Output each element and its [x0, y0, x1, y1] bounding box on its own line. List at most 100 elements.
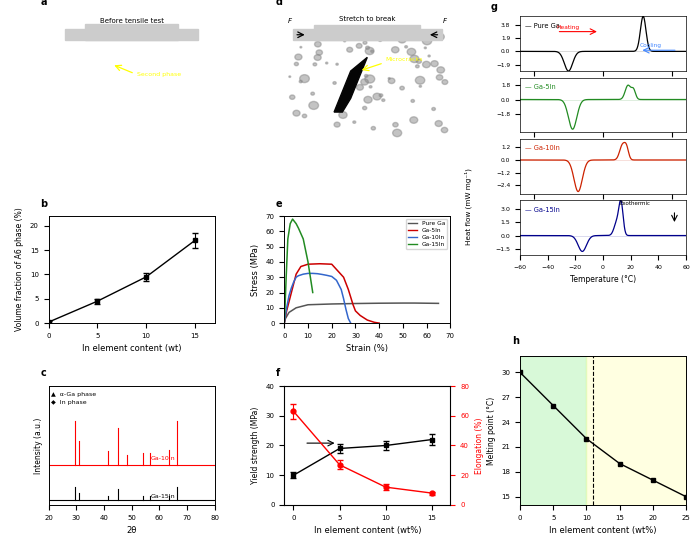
- Circle shape: [71, 104, 78, 110]
- Circle shape: [334, 122, 340, 127]
- Ga-10In: [295, 273, 303, 279]
- Circle shape: [168, 37, 182, 48]
- Ga-5In: [370, 319, 378, 326]
- Circle shape: [85, 125, 91, 130]
- Circle shape: [161, 97, 167, 103]
- Circle shape: [188, 68, 200, 78]
- Circle shape: [388, 78, 390, 79]
- Circle shape: [151, 81, 155, 84]
- Circle shape: [333, 81, 336, 84]
- Circle shape: [182, 112, 187, 116]
- Circle shape: [362, 106, 367, 110]
- Text: — Pure Ga: — Pure Ga: [525, 23, 560, 29]
- Circle shape: [435, 121, 442, 127]
- Circle shape: [64, 97, 70, 102]
- Circle shape: [163, 95, 173, 103]
- Ga-10In: [287, 285, 295, 291]
- Circle shape: [118, 119, 126, 127]
- Pure Ga: [398, 300, 407, 306]
- Circle shape: [311, 92, 315, 95]
- Circle shape: [98, 58, 109, 66]
- Circle shape: [157, 127, 172, 140]
- Circle shape: [85, 63, 90, 67]
- Circle shape: [356, 85, 363, 90]
- Ga-5In: [283, 308, 291, 314]
- Text: Ga-10In: Ga-10In: [151, 456, 175, 461]
- Pure Ga: [375, 300, 383, 306]
- Circle shape: [153, 101, 162, 109]
- Circle shape: [107, 103, 120, 114]
- Circle shape: [103, 118, 116, 129]
- Circle shape: [132, 75, 135, 78]
- Circle shape: [430, 39, 432, 40]
- Circle shape: [96, 98, 107, 108]
- X-axis label: Strain (%): Strain (%): [346, 344, 388, 353]
- Text: Cooling: Cooling: [640, 43, 662, 48]
- Text: a: a: [40, 0, 46, 8]
- Circle shape: [364, 96, 372, 103]
- X-axis label: Temperature (°C): Temperature (°C): [570, 275, 636, 284]
- Ga-10In: [285, 292, 293, 299]
- Circle shape: [65, 60, 77, 70]
- Circle shape: [295, 54, 302, 60]
- Circle shape: [393, 129, 402, 137]
- Circle shape: [122, 56, 127, 60]
- Text: c: c: [40, 369, 46, 378]
- Circle shape: [56, 46, 66, 54]
- Circle shape: [442, 80, 448, 84]
- Bar: [292, 29, 442, 40]
- Text: 20 μm: 20 μm: [299, 142, 317, 147]
- Circle shape: [379, 94, 383, 97]
- Circle shape: [146, 45, 159, 55]
- Circle shape: [112, 41, 116, 45]
- Pure Ga: [280, 320, 288, 326]
- Text: e: e: [276, 199, 283, 210]
- Circle shape: [98, 80, 109, 89]
- Bar: [586, 356, 686, 505]
- Circle shape: [89, 84, 95, 89]
- Circle shape: [428, 55, 430, 57]
- Line: Ga-15In: Ga-15In: [284, 219, 313, 323]
- Circle shape: [80, 128, 87, 134]
- Circle shape: [47, 50, 58, 60]
- Ga-5In: [351, 308, 360, 314]
- Circle shape: [149, 113, 160, 123]
- Circle shape: [423, 61, 430, 68]
- Ga-5In: [344, 286, 353, 293]
- Pure Ga: [304, 301, 312, 308]
- Circle shape: [177, 45, 184, 50]
- Text: F: F: [443, 18, 446, 24]
- Ga-5In: [281, 314, 290, 320]
- Line: Pure Ga: Pure Ga: [284, 303, 439, 323]
- Circle shape: [100, 58, 114, 70]
- Circle shape: [431, 61, 438, 67]
- Circle shape: [437, 75, 443, 80]
- Pure Ga: [285, 309, 293, 315]
- Ga-15In: [304, 258, 312, 265]
- Ga-15In: [288, 216, 297, 222]
- Circle shape: [369, 86, 372, 88]
- Bar: [65, 29, 198, 40]
- Ga-5In: [280, 320, 288, 326]
- Pure Ga: [423, 300, 431, 306]
- Circle shape: [353, 121, 356, 123]
- Circle shape: [95, 121, 106, 130]
- Text: — Ga-5In: — Ga-5In: [525, 84, 556, 90]
- Circle shape: [134, 92, 137, 94]
- Circle shape: [365, 75, 375, 83]
- Text: ▲  α-Ga phase: ▲ α-Ga phase: [51, 392, 96, 397]
- Circle shape: [299, 80, 302, 83]
- Circle shape: [155, 133, 160, 137]
- Ga-5In: [287, 289, 295, 296]
- Circle shape: [134, 63, 145, 72]
- Circle shape: [186, 105, 197, 115]
- Circle shape: [146, 133, 150, 136]
- Circle shape: [80, 62, 86, 67]
- Circle shape: [104, 104, 114, 111]
- Circle shape: [184, 103, 191, 109]
- Text: Heat flow (mW mg⁻¹): Heat flow (mW mg⁻¹): [464, 168, 471, 245]
- Circle shape: [437, 67, 444, 73]
- Ga-10In: [342, 306, 350, 313]
- Circle shape: [410, 55, 419, 62]
- Circle shape: [309, 102, 319, 109]
